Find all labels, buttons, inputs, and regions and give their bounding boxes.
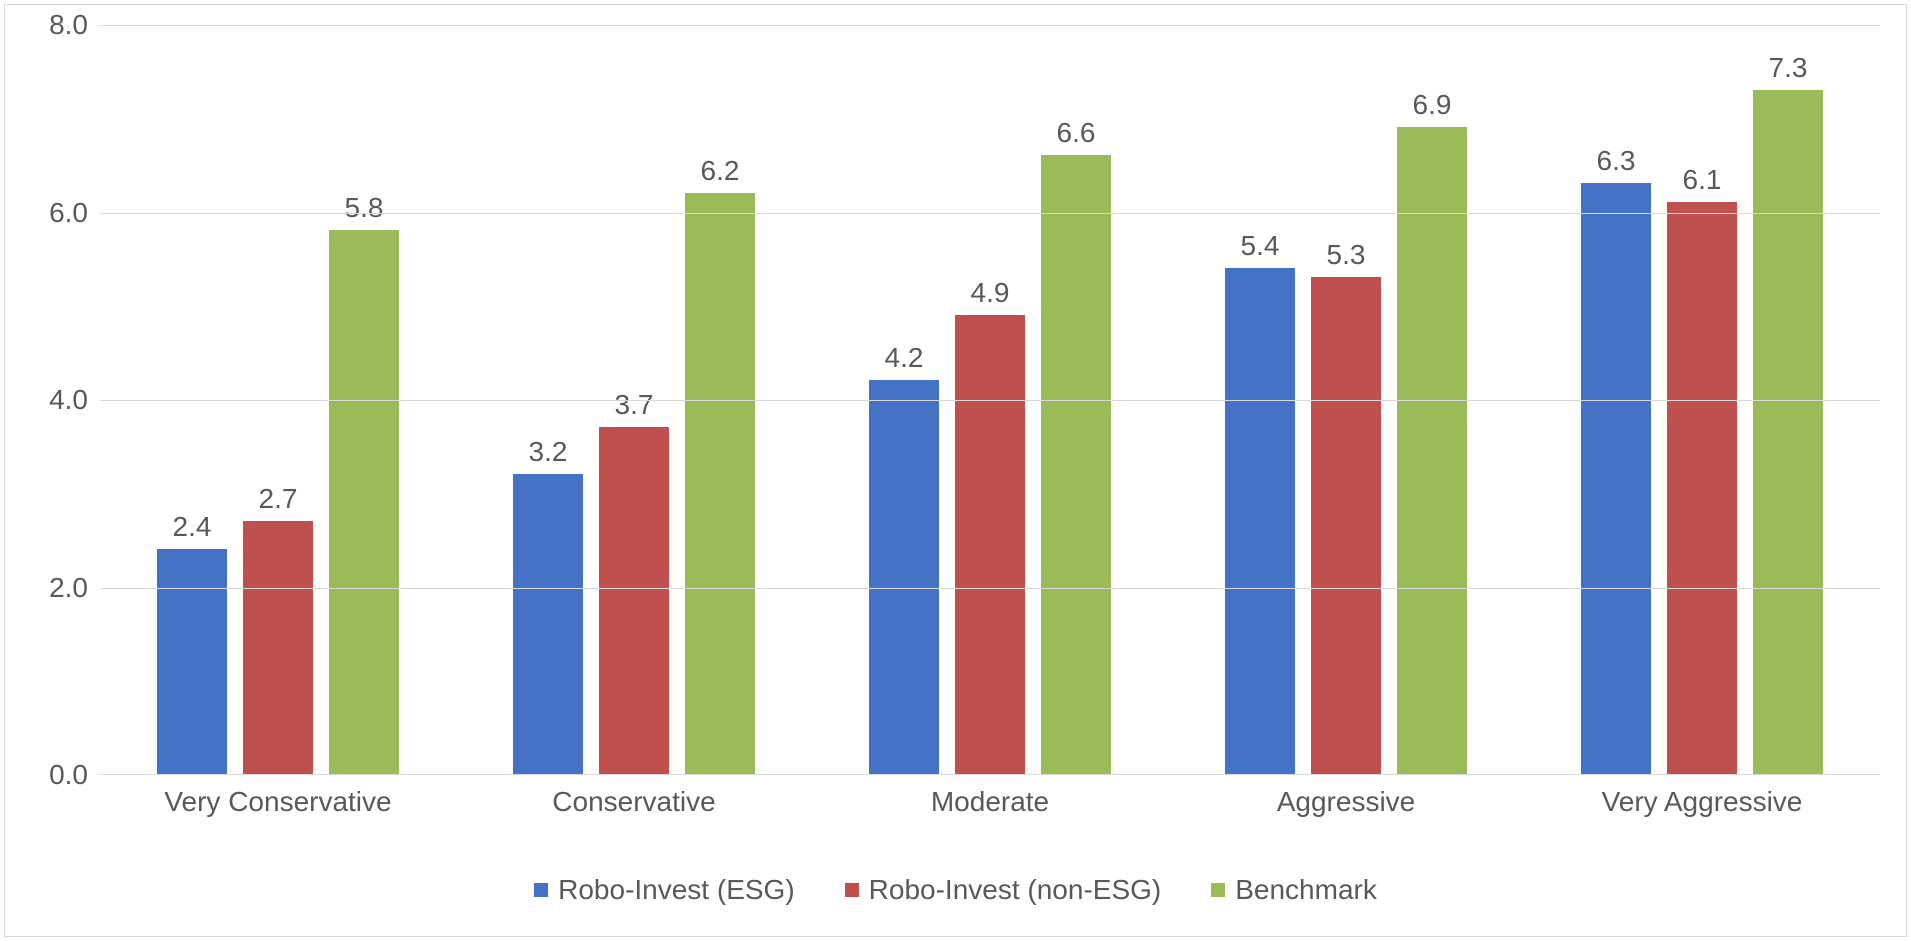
ytick-label: 0.0 [18,759,88,791]
chart-container: 2.42.75.8Very Conservative3.23.76.2Conse… [4,4,1907,937]
legend-item: Robo-Invest (ESG) [534,874,795,906]
bar-value-label: 5.8 [345,192,384,230]
bar: 3.7 [599,427,669,774]
bar: 5.8 [329,230,399,774]
bar: 2.4 [157,549,227,774]
bar: 3.2 [513,474,583,774]
bar-value-label: 4.9 [971,277,1010,315]
bar: 4.9 [955,315,1025,774]
bar: 6.1 [1667,202,1737,774]
bar-value-label: 5.4 [1241,230,1280,268]
bar: 6.9 [1397,127,1467,774]
bar: 5.3 [1311,277,1381,774]
bar: 5.4 [1225,268,1295,774]
xtick-label: Conservative [456,774,812,818]
bar-value-label: 6.6 [1057,117,1096,155]
bar-value-label: 2.7 [259,483,298,521]
gridline [100,400,1880,401]
legend-item: Robo-Invest (non-ESG) [845,874,1162,906]
legend-label: Robo-Invest (ESG) [558,874,795,906]
bar: 6.3 [1581,183,1651,774]
legend-swatch [1211,883,1225,897]
legend-swatch [534,883,548,897]
legend-label: Robo-Invest (non-ESG) [869,874,1162,906]
legend: Robo-Invest (ESG) Robo-Invest (non-ESG) Be… [5,874,1906,906]
xtick-label: Very Conservative [100,774,456,818]
legend-label: Benchmark [1235,874,1377,906]
ytick-label: 4.0 [18,384,88,416]
bar-value-label: 7.3 [1769,52,1808,90]
legend-swatch [845,883,859,897]
bar-value-label: 6.3 [1597,145,1636,183]
xtick-label: Very Aggressive [1524,774,1880,818]
bar: 7.3 [1753,90,1823,774]
bar-value-label: 4.2 [885,342,924,380]
gridline [100,588,1880,589]
bar-value-label: 5.3 [1327,239,1366,277]
ytick-label: 8.0 [18,9,88,41]
xtick-label: Moderate [812,774,1168,818]
ytick-label: 6.0 [18,197,88,229]
bar: 2.7 [243,521,313,774]
bar-value-label: 6.2 [701,155,740,193]
bar-value-label: 3.2 [529,436,568,474]
bar: 6.6 [1041,155,1111,774]
xtick-label: Aggressive [1168,774,1524,818]
gridline [100,213,1880,214]
bar: 6.2 [685,193,755,774]
legend-item: Benchmark [1211,874,1377,906]
bar-value-label: 3.7 [615,389,654,427]
plot-area: 2.42.75.8Very Conservative3.23.76.2Conse… [100,25,1880,775]
bar-value-label: 6.1 [1683,164,1722,202]
bar: 4.2 [869,380,939,774]
gridline [100,25,1880,26]
bar-value-label: 6.9 [1413,89,1452,127]
bar-value-label: 2.4 [173,511,212,549]
ytick-label: 2.0 [18,572,88,604]
